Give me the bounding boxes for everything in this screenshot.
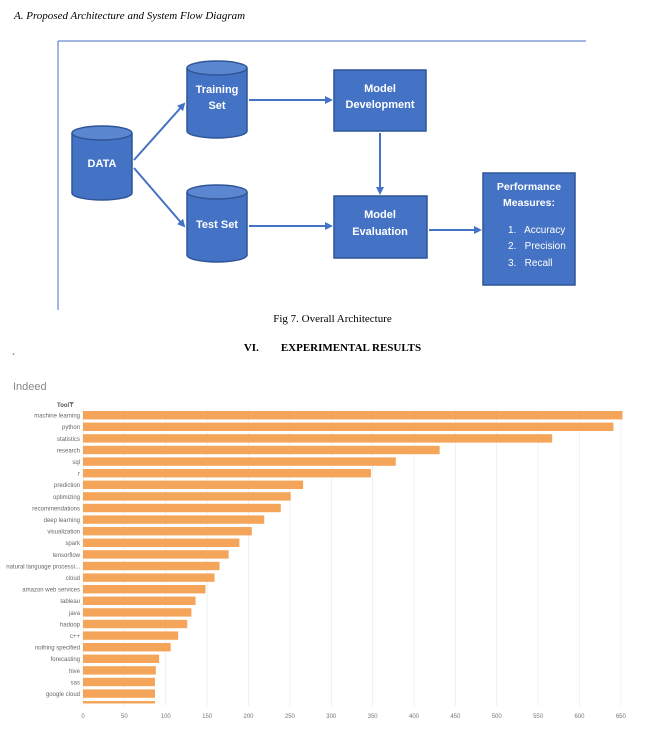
bar — [83, 527, 252, 536]
bar — [83, 631, 179, 640]
y-tick-label: cloud — [66, 576, 80, 582]
training-set-label-line-1: Training — [196, 84, 239, 96]
x-tick-label: 350 — [368, 714, 379, 720]
y-tick-label: amazon web services — [22, 588, 80, 594]
x-tick-label: 200 — [243, 714, 254, 720]
y-tick-label: hadoop — [60, 622, 81, 628]
data-node: DATA — [71, 125, 133, 201]
figure-caption: Fig 7. Overall Architecture — [273, 313, 392, 325]
bar — [83, 689, 155, 698]
bar — [83, 677, 155, 687]
bar — [83, 643, 171, 652]
y-tick-label: sas — [71, 680, 80, 686]
model-development-label-line-2: Development — [345, 99, 414, 111]
model-evaluation-node: Model Evaluation — [333, 195, 428, 259]
training-set-label-line-2: Set — [208, 100, 225, 112]
bar — [83, 503, 281, 513]
y-tick-label: statistics — [57, 437, 80, 443]
y-tick-label: optimizing — [53, 495, 80, 501]
y-tick-label: java — [68, 611, 81, 617]
model-evaluation-label-line-2: Evaluation — [352, 226, 408, 238]
y-tick-label: hive — [69, 669, 81, 675]
bar — [83, 538, 240, 547]
performance-title-line-1: Performance — [497, 181, 561, 193]
x-tick-label: 0 — [81, 714, 85, 720]
x-tick-label: 450 — [450, 714, 461, 720]
y-tick-label: tableau — [60, 599, 80, 605]
stray-mark: ` — [12, 352, 15, 362]
x-tick-label: 300 — [326, 714, 337, 720]
performance-item-precision: 2. Precision — [508, 241, 566, 252]
x-tick-label: 600 — [574, 714, 585, 720]
y-tick-label: c++ — [70, 634, 81, 640]
bar — [83, 550, 229, 559]
bar — [83, 434, 553, 443]
training-set-node: Training Set — [186, 60, 248, 139]
arrow-data-to-training — [133, 102, 186, 161]
y-tick-label: google cloud — [46, 692, 80, 698]
x-tick-label: 400 — [409, 714, 420, 720]
y-tick-label: visualization — [47, 530, 80, 536]
performance-measures-node: Performance Measures: 1. Accuracy 2. Pre… — [482, 172, 576, 286]
x-tick-label: 500 — [492, 714, 503, 720]
y-tick-label: tensorflow — [53, 553, 81, 559]
test-set-node: Test Set — [186, 184, 248, 263]
bar-cut-off — [83, 701, 155, 704]
bar — [83, 480, 304, 489]
y-tick-label: python — [62, 425, 80, 431]
chart-title: Indeed — [13, 381, 47, 393]
x-tick-label: 650 — [616, 714, 627, 720]
y-tick-label: natural language processi... — [6, 564, 80, 570]
bar — [83, 654, 160, 663]
bar — [83, 469, 371, 478]
y-tick-label: r — [78, 472, 80, 478]
bar — [83, 573, 215, 582]
section-heading: A. Proposed Architecture and System Flow… — [14, 10, 246, 22]
test-set-label: Test Set — [196, 219, 238, 231]
bar — [83, 608, 192, 617]
bar — [83, 666, 156, 675]
x-tick-label: 250 — [285, 714, 296, 720]
performance-item-accuracy: 1. Accuracy — [508, 225, 565, 236]
y-tick-label: forecasting — [51, 657, 80, 663]
bar — [83, 619, 188, 629]
bar — [83, 457, 396, 466]
y-tick-label: prediction — [54, 483, 80, 489]
architecture-diagram: DATA Training Set Test Set Model Develop… — [57, 40, 586, 310]
x-tick-label: 100 — [161, 714, 172, 720]
performance-item-recall: 3. Recall — [508, 258, 552, 269]
y-tick-label: spark — [65, 541, 81, 547]
x-tick-label: 550 — [533, 714, 544, 720]
y-tick-label: deep learning — [44, 518, 80, 524]
arrow-data-to-test — [133, 167, 186, 228]
y-tick-label: nothing specified — [35, 646, 80, 652]
section-heading-results: VI. EXPERIMENTAL RESULTS — [243, 342, 422, 354]
model-development-label-line-1: Model — [364, 83, 396, 95]
data-label: DATA — [88, 158, 117, 170]
y-axis-label: Tool — [57, 403, 70, 409]
bar — [83, 411, 623, 420]
bar — [83, 492, 291, 501]
model-evaluation-label-line-1: Model — [364, 209, 396, 221]
bar — [83, 561, 220, 571]
y-tick-label: recommendations — [32, 506, 80, 512]
x-tick-label: 50 — [121, 714, 128, 720]
bar — [83, 596, 196, 605]
model-development-node: Model Development — [333, 69, 427, 132]
performance-title-line-2: Measures: — [503, 197, 555, 209]
x-tick-label: 150 — [202, 714, 213, 720]
y-tick-label: machine learning — [34, 414, 80, 420]
bar — [83, 515, 265, 524]
y-tick-label: research — [57, 448, 80, 454]
y-axis-filter-icon — [69, 402, 74, 407]
bar — [83, 422, 614, 431]
y-tick-label: sql — [72, 460, 80, 466]
bar — [83, 445, 440, 455]
bar — [83, 585, 206, 594]
